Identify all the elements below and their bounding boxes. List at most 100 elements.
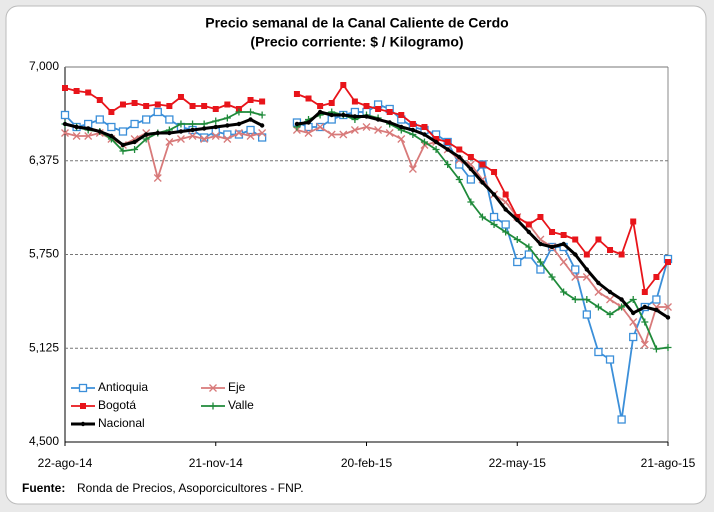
point: [515, 217, 520, 223]
point: [131, 100, 138, 106]
point: [95, 115, 104, 124]
point: [375, 106, 382, 112]
point: [143, 132, 149, 137]
legend-marker: [209, 384, 217, 392]
point: [374, 126, 383, 134]
point: [444, 161, 452, 168]
point: [362, 123, 371, 131]
point: [607, 289, 613, 295]
point: [583, 296, 591, 303]
point: [455, 176, 463, 183]
point: [490, 221, 498, 228]
point: [606, 311, 614, 318]
point: [177, 94, 184, 100]
point: [108, 109, 115, 115]
source: Ronda de Precios, Asoporcicultores - FNP…: [77, 481, 304, 495]
point: [375, 117, 381, 122]
point: [433, 136, 440, 142]
point: [525, 243, 533, 251]
point: [618, 303, 626, 311]
point: [642, 304, 648, 310]
point: [536, 258, 544, 266]
point: [478, 213, 486, 221]
point: [652, 295, 661, 304]
source-label: Fuente:: [22, 481, 65, 495]
point: [317, 103, 324, 109]
point: [560, 232, 567, 238]
point: [582, 273, 591, 281]
point: [606, 295, 614, 304]
point: [329, 112, 334, 118]
point: [73, 88, 80, 94]
y-tick-label: 5,125: [29, 340, 59, 354]
point: [479, 161, 486, 168]
point: [664, 344, 672, 351]
point: [96, 97, 103, 103]
legend-label: Nacional: [98, 416, 145, 430]
point: [306, 120, 311, 125]
point: [212, 117, 220, 125]
point: [189, 120, 197, 128]
point: [467, 154, 474, 160]
point: [165, 115, 174, 124]
legend-marker: [209, 402, 217, 410]
point: [352, 114, 358, 119]
point: [513, 257, 522, 267]
point: [340, 82, 347, 88]
point: [594, 288, 603, 296]
point: [97, 129, 102, 134]
point: [386, 109, 393, 115]
point: [491, 169, 498, 175]
point: [259, 123, 265, 128]
point: [235, 108, 243, 116]
x-tick-label: 21-ago-15: [641, 456, 696, 470]
point: [456, 146, 463, 153]
point: [154, 101, 161, 108]
point: [548, 273, 556, 281]
point: [421, 124, 428, 130]
point: [617, 415, 626, 424]
point: [72, 132, 81, 140]
y-tick-label: 4,500: [29, 434, 59, 448]
point: [153, 107, 162, 117]
point: [466, 175, 476, 184]
point: [167, 130, 172, 136]
point: [109, 133, 114, 139]
point: [341, 112, 346, 118]
point: [571, 265, 580, 274]
point: [549, 244, 555, 250]
point: [190, 127, 195, 133]
point: [433, 139, 439, 145]
point: [432, 146, 440, 153]
point: [455, 160, 464, 169]
point: [561, 241, 566, 247]
point: [594, 303, 602, 311]
point: [571, 273, 580, 281]
point: [387, 120, 392, 125]
point: [629, 296, 637, 303]
point: [573, 252, 578, 257]
legend-label: Eje: [228, 380, 246, 394]
point: [200, 135, 209, 143]
x-tick-label: 20-feb-15: [341, 456, 393, 470]
point: [143, 103, 150, 109]
point: [74, 124, 79, 130]
point: [155, 130, 160, 136]
point: [422, 132, 427, 137]
point: [549, 229, 556, 235]
point: [501, 220, 510, 229]
point: [212, 106, 219, 112]
point: [223, 135, 232, 143]
point: [665, 315, 671, 320]
point: [480, 180, 485, 185]
point: [538, 241, 543, 247]
point: [420, 138, 428, 146]
point: [445, 147, 450, 152]
point: [293, 91, 300, 97]
legend-label: Bogotá: [98, 398, 136, 412]
point: [258, 129, 267, 137]
point: [489, 212, 499, 222]
point: [594, 347, 603, 357]
point: [84, 132, 93, 140]
